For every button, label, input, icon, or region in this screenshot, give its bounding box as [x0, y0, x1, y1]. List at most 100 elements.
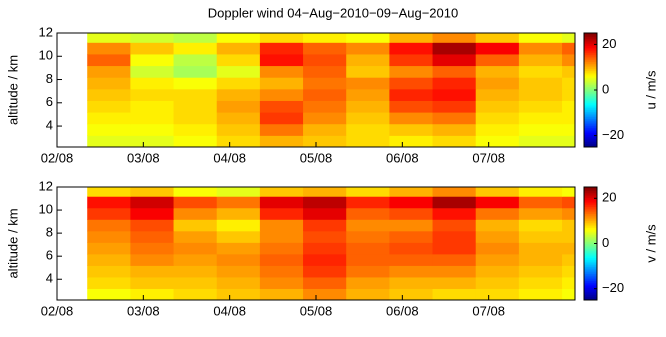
colorbar-step — [584, 238, 597, 241]
heat-cell — [173, 65, 218, 78]
heat-cell — [475, 276, 520, 289]
colorbar-step — [584, 202, 597, 206]
x-tick-label: 06/08 — [386, 303, 419, 318]
colorbar-step — [584, 123, 597, 127]
heat-cell — [173, 88, 218, 101]
colorbar-step — [584, 250, 597, 253]
colorbar-tick-label: 20 — [602, 190, 616, 205]
heat-cell — [216, 88, 261, 101]
heat-cell — [216, 187, 261, 197]
heat-cell — [432, 135, 477, 147]
heat-cell — [130, 242, 175, 255]
heat-cell — [389, 196, 434, 209]
heat-cell — [130, 100, 175, 113]
heat-cell — [87, 207, 131, 220]
colorbar-step — [584, 139, 597, 143]
colorbar-step — [584, 275, 597, 278]
heat-cell — [303, 265, 347, 278]
heat-cell — [475, 207, 520, 220]
heat-cell — [475, 196, 520, 209]
heat-cell — [562, 135, 575, 147]
colorbar-step — [584, 243, 597, 246]
colorbar-step — [584, 100, 597, 103]
heat-cell — [173, 253, 218, 266]
heat-cell — [216, 65, 261, 78]
colorbar-step — [584, 122, 597, 125]
heat-cell — [562, 196, 575, 209]
heat-cell — [216, 207, 261, 220]
heat-cell — [173, 100, 218, 113]
colorbar-step — [584, 239, 597, 243]
heat-cell — [518, 53, 563, 67]
colorbar-step — [584, 206, 597, 209]
heat-cell — [130, 207, 175, 220]
heat-cell — [259, 135, 304, 147]
heat-cell — [87, 112, 131, 125]
colorbar-step — [584, 217, 597, 220]
heat-cell — [259, 230, 304, 243]
colorbar-step — [584, 107, 597, 111]
heat-cell — [432, 207, 477, 220]
colorbar-step — [584, 236, 597, 239]
heat-cell — [432, 112, 477, 125]
colorbar-step — [584, 218, 597, 222]
colorbar-step — [584, 201, 597, 204]
heat-cell — [432, 53, 477, 67]
heat-cell — [389, 123, 434, 136]
colorbar-step — [584, 50, 597, 54]
heat-cell — [346, 187, 390, 197]
heat-cell — [518, 112, 563, 125]
colorbar-step — [584, 255, 597, 259]
heat-cell — [303, 207, 347, 220]
heat-cell — [173, 123, 218, 136]
heat-cell — [216, 123, 261, 136]
x-tick-label: 05/08 — [300, 150, 333, 165]
colorbar-step — [584, 209, 597, 213]
heat-cell — [259, 88, 304, 101]
heat-cell — [87, 77, 131, 90]
heat-cell — [389, 219, 434, 232]
heat-cell — [130, 53, 175, 67]
colorbar-step — [584, 199, 597, 202]
colorbar-tick-label: 0 — [602, 81, 609, 96]
colorbar-step — [584, 65, 597, 68]
colorbar-step — [584, 73, 597, 77]
colorbar-step — [584, 134, 597, 137]
heat-cell — [475, 187, 520, 197]
x-tick-label: 03/08 — [127, 303, 160, 318]
colorbar-step — [584, 194, 597, 197]
colorbar-step — [584, 195, 597, 199]
heat-cell — [216, 42, 261, 55]
colorbar-step — [584, 102, 597, 105]
heat-cell — [475, 112, 520, 125]
heatmap-cells — [87, 187, 575, 300]
heat-cell — [432, 33, 477, 43]
heat-cell — [475, 88, 520, 101]
colorbar-label: u / m/s — [643, 70, 658, 110]
heat-cell — [259, 187, 304, 197]
heat-cell — [130, 288, 175, 300]
y-tick-label: 12 — [39, 178, 53, 193]
colorbar-step — [584, 63, 597, 66]
heat-cell — [87, 88, 131, 101]
heat-cell — [346, 242, 390, 255]
colorbar-step — [584, 41, 597, 45]
heat-cell — [303, 88, 347, 101]
heat-cell — [518, 207, 563, 220]
heat-cell — [303, 42, 347, 55]
heat-cell — [259, 242, 304, 255]
colorbar-step — [584, 298, 597, 301]
y-tick-label: 4 — [46, 117, 53, 132]
colorbar-step — [584, 49, 597, 52]
y-tick-label: 6 — [46, 94, 53, 109]
heat-cell — [303, 112, 347, 125]
colorbar-step — [584, 61, 597, 64]
heat-cell — [130, 65, 175, 78]
colorbar-step — [584, 188, 597, 192]
heat-cell — [87, 276, 131, 289]
heat-cell — [562, 253, 575, 266]
heat-cell — [518, 100, 563, 113]
heat-cell — [87, 196, 131, 209]
heat-cell — [87, 33, 131, 43]
